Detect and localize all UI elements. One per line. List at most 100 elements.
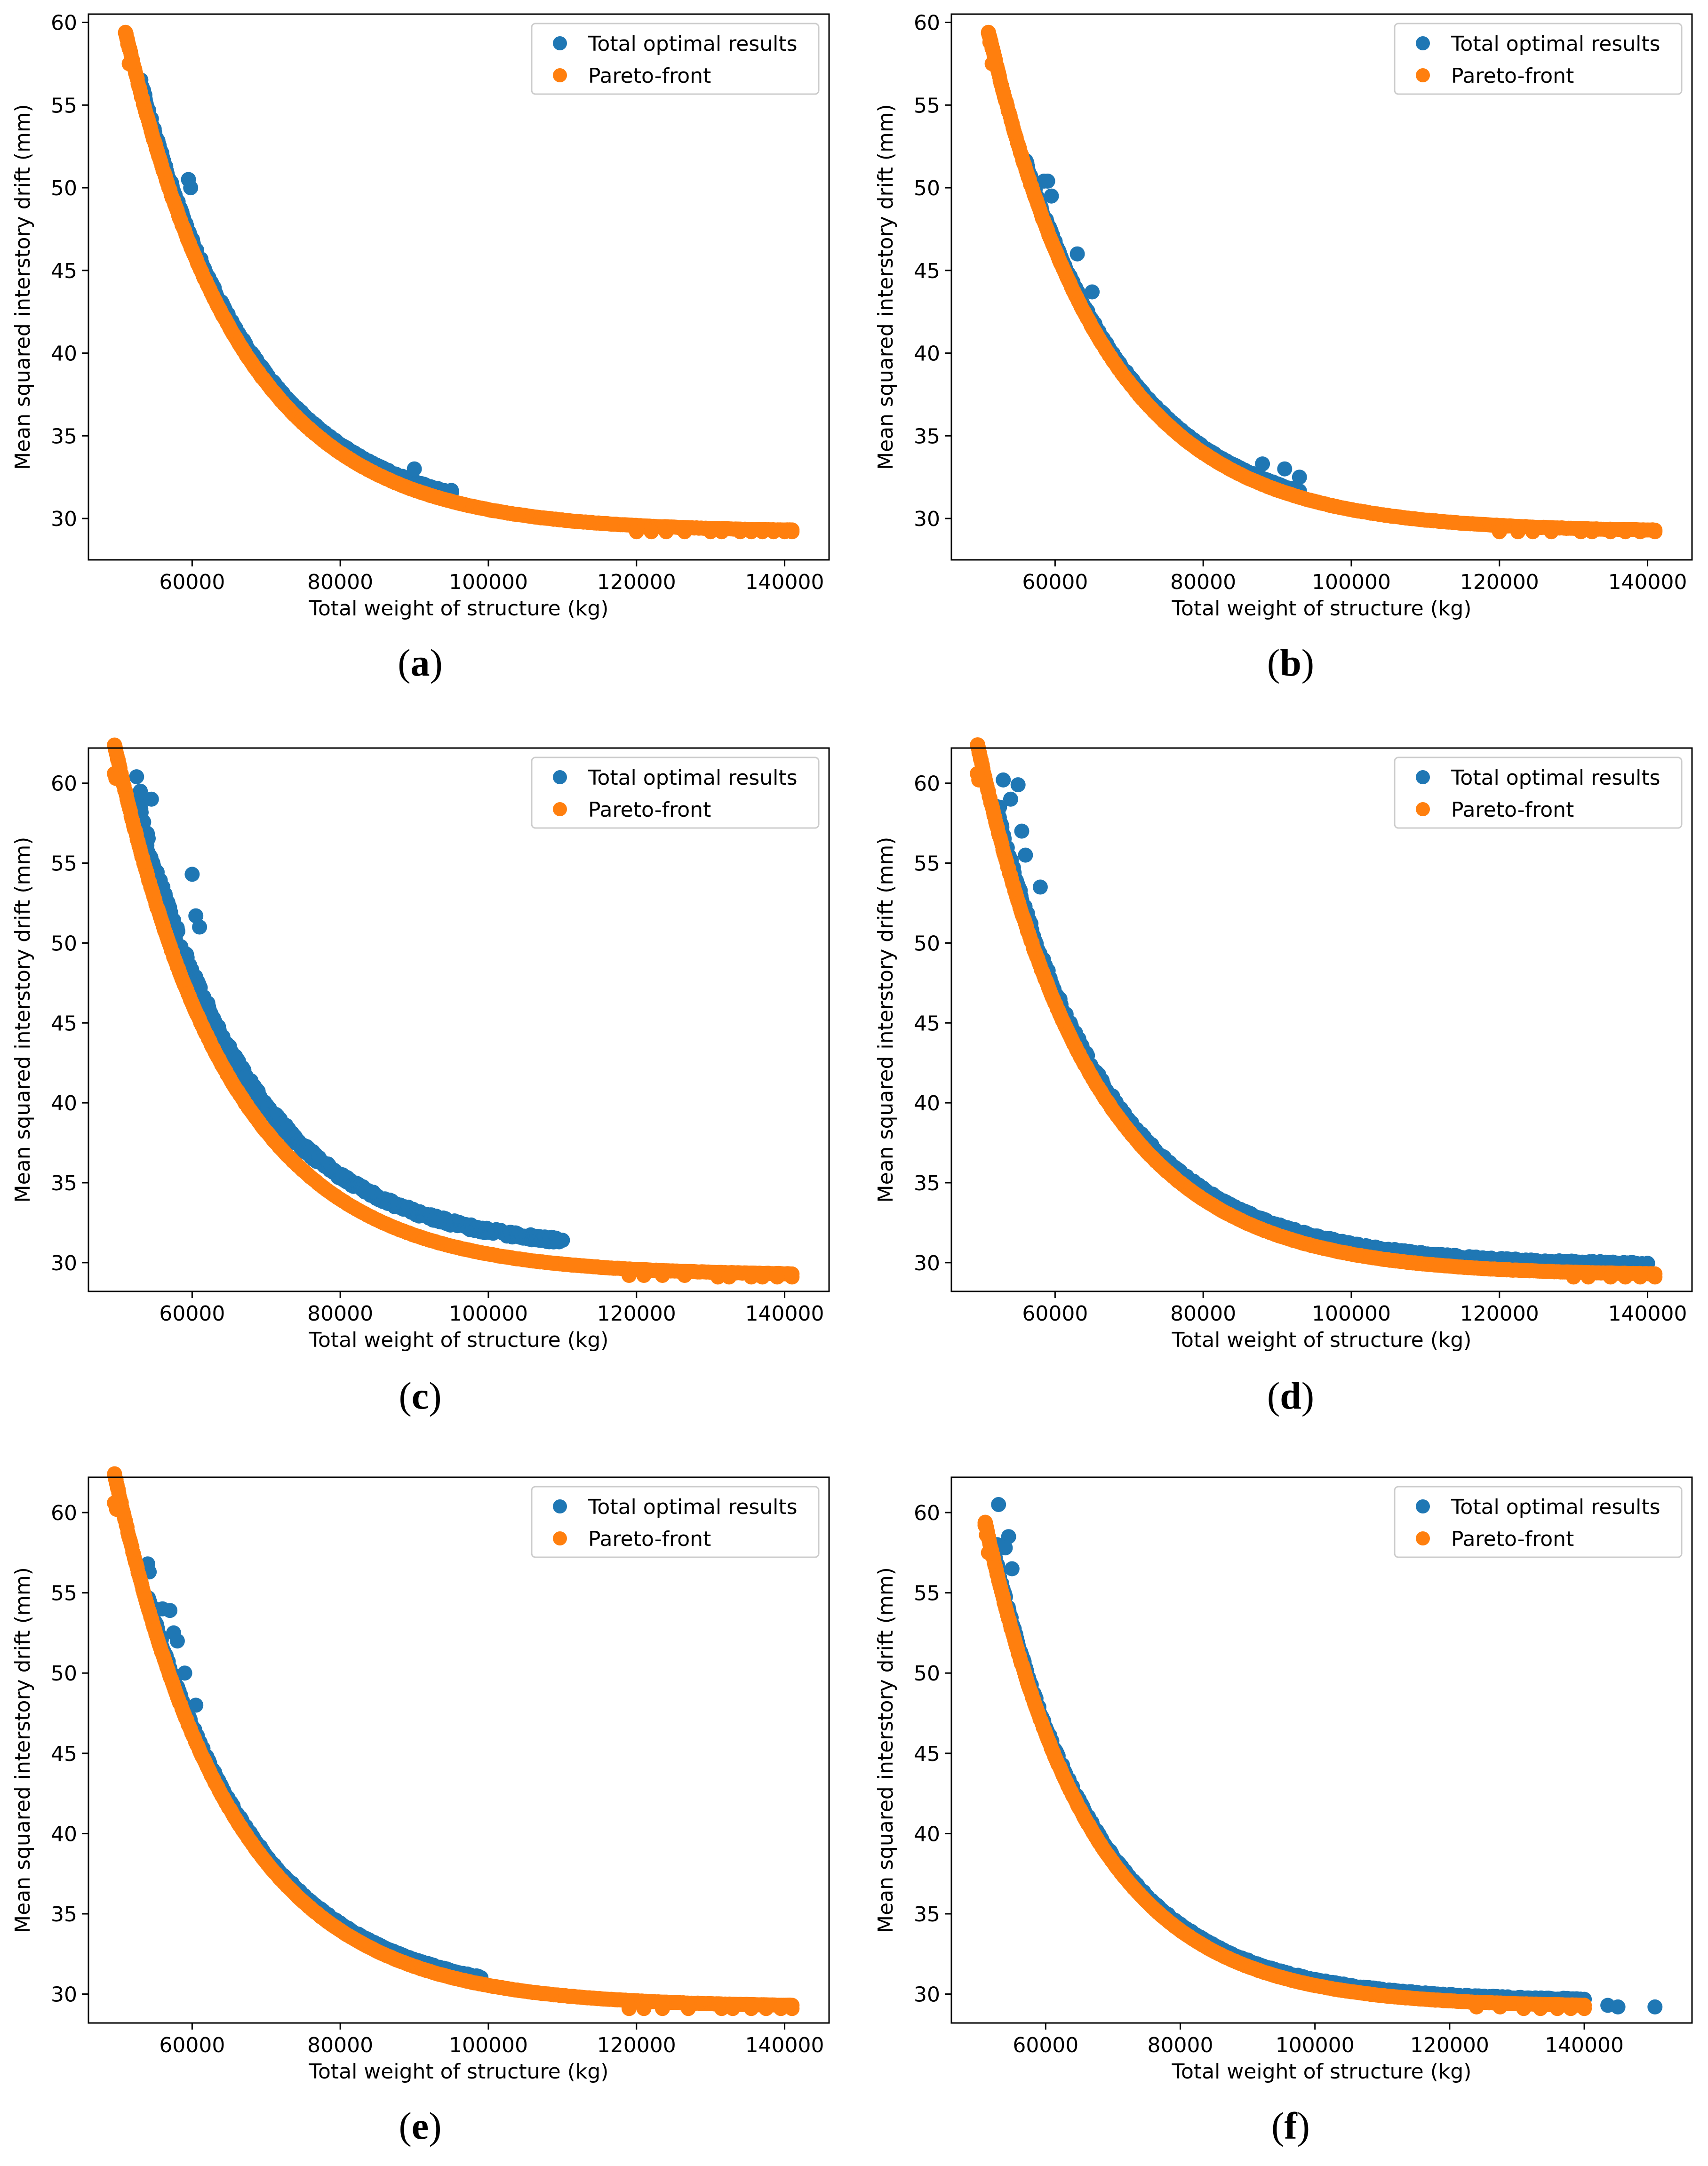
x-tick-label: 80000	[1170, 1302, 1236, 1326]
legend-label: Pareto-front	[1451, 64, 1574, 88]
data-point	[714, 524, 729, 540]
data-point	[784, 2001, 800, 2016]
legend-label: Pareto-front	[588, 798, 711, 822]
data-point	[1492, 524, 1507, 540]
legend-box	[531, 23, 820, 95]
data-point	[622, 1268, 637, 1283]
plot-frame	[88, 1476, 830, 2024]
y-tick-label: 50	[914, 932, 940, 956]
data-point	[1647, 524, 1663, 540]
legend-marker	[1416, 802, 1430, 816]
legend: Total optimal results Pareto-front	[1394, 23, 1683, 95]
y-tick-label: 50	[51, 1662, 77, 1686]
y-tick-label: 55	[914, 94, 940, 118]
x-tick-label: 60000	[159, 2033, 225, 2057]
data-point	[129, 769, 144, 785]
series-pareto-front	[107, 1466, 800, 2016]
data-point	[1085, 284, 1100, 300]
y-tick-label: 40	[914, 342, 940, 366]
data-point	[769, 1269, 785, 1285]
x-tick-label: 140000	[745, 1302, 824, 1326]
y-tick-label: 55	[914, 852, 940, 876]
chart-panel-d: 60000 80000 100000 120000 140000303540455055…	[874, 737, 1693, 1352]
plot-frame	[88, 747, 830, 1292]
data-point	[743, 524, 759, 540]
y-tick-label: 30	[51, 1251, 77, 1275]
x-tick-label: 60000	[1022, 570, 1088, 594]
x-tick-label: 80000	[307, 2033, 373, 2057]
y-tick-label: 50	[51, 176, 77, 200]
data-point	[1603, 524, 1618, 540]
data-point	[1647, 1269, 1663, 1285]
data-point	[984, 56, 1000, 72]
data-point	[644, 524, 659, 540]
data-point	[1069, 246, 1085, 262]
data-point	[120, 36, 136, 52]
legend-label: Total optimal results	[1451, 766, 1660, 790]
legend-label: Pareto-front	[1451, 798, 1574, 822]
legend-box	[531, 1486, 820, 1558]
legend-label: Total optimal results	[1451, 32, 1660, 56]
data-point	[721, 1269, 737, 1285]
plot-frame	[950, 13, 1693, 561]
data-point	[109, 1502, 124, 1517]
chart-panel-e: 60000 80000 100000 120000 140000303540455055…	[11, 1466, 830, 2084]
legend-marker	[1416, 36, 1430, 50]
data-point	[784, 1269, 800, 1285]
data-point	[743, 2001, 759, 2016]
data-point	[1603, 1269, 1618, 1285]
legend-marker	[553, 1531, 567, 1545]
chart-panel-f: 60000 80000 100000 120000 140000303540455055…	[874, 1476, 1693, 2084]
legend: Total optimal results Pareto-front	[1394, 757, 1683, 829]
data-point	[121, 56, 137, 72]
data-point	[758, 2001, 774, 2016]
legend-marker	[553, 802, 567, 816]
y-tick-label: 35	[51, 1171, 77, 1195]
x-tick-label: 60000	[159, 1302, 225, 1326]
data-point	[773, 2001, 789, 2016]
series-pareto-front	[981, 24, 1663, 540]
data-point	[1510, 524, 1526, 540]
data-point	[1573, 524, 1588, 540]
x-tick-label: 60000	[159, 570, 225, 594]
data-point	[680, 2001, 696, 2016]
legend-label: Pareto-front	[588, 64, 711, 88]
y-tick-label: 40	[914, 1091, 940, 1115]
y-tick-label: 50	[51, 932, 77, 956]
y-tick-label: 35	[914, 1171, 940, 1195]
x-tick-label: 100000	[449, 570, 528, 594]
chart-panel-c: 60000 80000 100000 120000 140000303540455055…	[11, 737, 830, 1352]
y-tick-label: 60	[914, 772, 940, 796]
x-tick-label: 140000	[745, 570, 824, 594]
series-total-optimal	[1018, 153, 1307, 499]
data-point	[407, 461, 422, 477]
y-tick-label: 50	[914, 176, 940, 200]
y-tick-label: 45	[914, 259, 940, 283]
y-tick-label: 45	[914, 1011, 940, 1035]
y-tick-label: 60	[51, 11, 77, 35]
data-point	[658, 524, 674, 540]
x-tick-label: 140000	[745, 2033, 824, 2057]
legend-marker	[553, 68, 567, 82]
data-point	[177, 1665, 192, 1681]
data-point	[991, 1497, 1006, 1512]
data-point	[1610, 1999, 1626, 2015]
x-axis-label: Total weight of structure (kg)	[309, 597, 609, 621]
data-point	[1004, 1561, 1020, 1577]
data-point	[183, 180, 199, 196]
data-point	[1032, 879, 1048, 895]
data-point	[703, 524, 718, 540]
legend-marker	[553, 1499, 567, 1513]
y-tick-label: 30	[914, 1251, 940, 1275]
data-point	[1277, 461, 1293, 477]
y-tick-label: 45	[51, 259, 77, 283]
data-point	[1003, 791, 1018, 807]
data-point	[622, 2001, 637, 2016]
data-point	[1632, 524, 1648, 540]
y-tick-label: 35	[914, 424, 940, 448]
data-point	[710, 1269, 726, 1285]
x-tick-label: 100000	[1312, 1302, 1391, 1326]
data-point	[1525, 524, 1540, 540]
x-tick-label: 100000	[1312, 570, 1391, 594]
